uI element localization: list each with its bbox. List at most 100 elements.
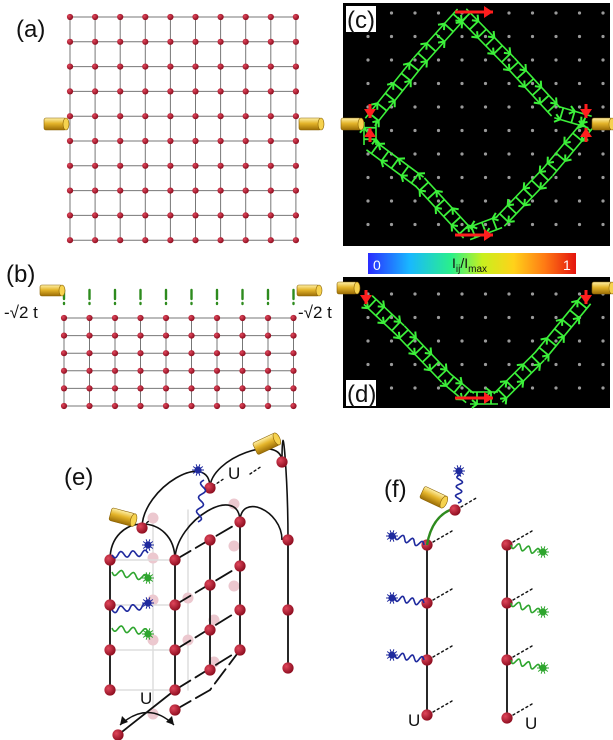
current-arrow bbox=[497, 388, 508, 399]
grid-dot bbox=[577, 222, 582, 227]
lattice-site bbox=[66, 137, 74, 145]
current-arrow bbox=[469, 20, 479, 31]
lattice-site bbox=[501, 597, 513, 609]
grid-dot bbox=[554, 58, 558, 62]
lattice-site bbox=[239, 350, 246, 357]
lattice-site bbox=[137, 332, 144, 339]
current-arrow bbox=[569, 309, 580, 319]
lattice-site-faded bbox=[228, 580, 240, 592]
grid-dot bbox=[483, 315, 488, 320]
lattice-site-faded bbox=[208, 614, 220, 626]
grid-dot bbox=[530, 105, 535, 109]
grid-dot bbox=[413, 34, 417, 39]
grid-dot bbox=[577, 339, 582, 343]
lattice-site bbox=[192, 162, 199, 169]
photon-line-up bbox=[394, 652, 425, 663]
grid-dot bbox=[530, 199, 535, 203]
lattice-site bbox=[92, 212, 99, 219]
lattice-site bbox=[292, 162, 299, 169]
interaction-arrow bbox=[120, 716, 128, 725]
lattice-b bbox=[39, 284, 323, 410]
current-arrow bbox=[555, 152, 566, 162]
lattice-site bbox=[111, 367, 119, 374]
grid-dot bbox=[507, 152, 511, 156]
grid-dot bbox=[366, 315, 370, 320]
current-arrow bbox=[530, 355, 541, 366]
lattice-site bbox=[264, 314, 272, 322]
grid-dot bbox=[389, 362, 394, 367]
grid-dot bbox=[413, 222, 417, 227]
current-arrow bbox=[534, 295, 582, 353]
current-arrow bbox=[539, 171, 549, 181]
lattice-site bbox=[421, 654, 433, 666]
grid-dot bbox=[413, 386, 417, 390]
dotted-bond bbox=[432, 530, 453, 543]
lattice-site bbox=[66, 13, 74, 21]
grid-dot bbox=[460, 199, 464, 203]
grid-dot bbox=[507, 11, 511, 15]
spin-dot-down bbox=[142, 572, 154, 584]
spin-dot-up bbox=[142, 539, 154, 551]
grid-dot bbox=[389, 386, 394, 390]
lattice-site bbox=[192, 63, 199, 70]
grid-dot bbox=[436, 199, 441, 203]
lattice-site bbox=[267, 187, 274, 194]
lattice-site bbox=[264, 350, 272, 357]
lattice-site bbox=[188, 402, 195, 410]
grid-dot bbox=[554, 386, 558, 390]
grid-dot bbox=[366, 58, 370, 62]
current-arrow bbox=[507, 204, 517, 215]
lattice-site bbox=[111, 350, 119, 357]
lattice-site bbox=[242, 212, 249, 219]
lattice-site bbox=[66, 113, 74, 120]
current-arrow bbox=[554, 116, 589, 129]
lattice-site bbox=[86, 350, 93, 357]
current-arrow bbox=[546, 337, 557, 347]
spin-dot-down bbox=[142, 628, 154, 640]
lattice-site bbox=[162, 402, 170, 410]
lattice-site bbox=[242, 13, 249, 21]
lattice-site bbox=[92, 38, 99, 45]
grid-dot bbox=[577, 105, 582, 109]
current-arrow bbox=[390, 158, 400, 169]
grid-dot bbox=[436, 339, 441, 343]
lead-left bbox=[340, 117, 365, 131]
lattice-site bbox=[264, 367, 272, 374]
lattice-site bbox=[267, 237, 274, 244]
lattice-site bbox=[217, 113, 224, 120]
grid-dot bbox=[436, 152, 441, 156]
lattice-site bbox=[234, 644, 246, 656]
photon-line-down bbox=[510, 542, 541, 555]
lattice-site bbox=[104, 644, 116, 656]
lattice-site bbox=[167, 212, 174, 219]
grid-dot bbox=[413, 152, 417, 156]
lattice-site bbox=[104, 599, 116, 611]
current-arrow bbox=[403, 325, 451, 375]
lattice-site bbox=[217, 137, 224, 145]
photon-line-down bbox=[111, 569, 149, 581]
current-arrow bbox=[515, 196, 525, 206]
lattice-site bbox=[292, 63, 299, 70]
grid-dot bbox=[436, 292, 441, 296]
dotted-bond bbox=[212, 477, 226, 487]
lattice-site bbox=[117, 162, 124, 169]
current-arrow-max bbox=[484, 392, 493, 404]
current-arrow bbox=[458, 224, 470, 235]
grid-dot bbox=[577, 362, 582, 367]
lattice-site bbox=[104, 684, 116, 696]
panel-label-b: (b) bbox=[6, 261, 35, 288]
grid-dot bbox=[460, 386, 464, 390]
lattice-site bbox=[169, 599, 181, 611]
dotted-bond bbox=[512, 530, 533, 543]
lattice-site bbox=[290, 332, 297, 339]
current-arrow bbox=[495, 167, 545, 219]
grid-dot bbox=[577, 175, 582, 180]
spin-dot-up bbox=[453, 465, 465, 477]
current-arrow bbox=[563, 142, 575, 152]
grid-dot bbox=[436, 105, 441, 109]
current-arrow-max bbox=[364, 128, 376, 137]
grid-dot bbox=[389, 58, 394, 62]
grid-dot bbox=[483, 152, 488, 156]
lattice-site bbox=[92, 13, 99, 21]
